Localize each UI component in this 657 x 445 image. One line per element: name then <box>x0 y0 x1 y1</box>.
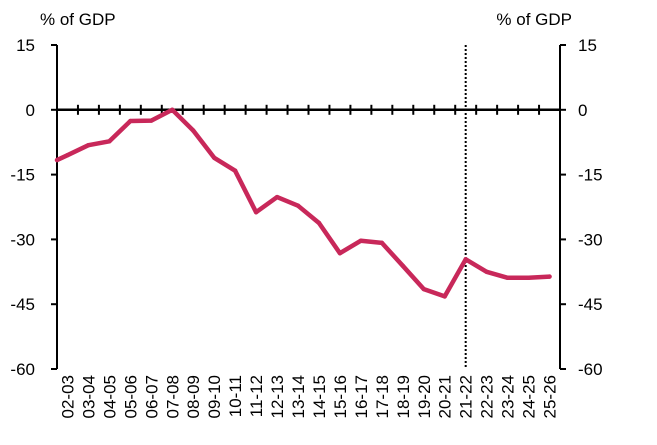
left-tick-label: 15 <box>16 36 35 55</box>
data-point <box>463 257 468 262</box>
right-tick-label: -60 <box>578 360 603 379</box>
x-axis-ticks: 02-03 03-04 04-05 05-06 06-07 07-08 08-09 09-10… <box>58 104 560 418</box>
x-tick-label: 19-20 <box>415 375 434 418</box>
x-tick-label: 08-09 <box>184 375 203 418</box>
x-tick-label: 13-14 <box>289 375 308 418</box>
data-point <box>170 107 175 113</box>
data-point <box>547 274 552 279</box>
series-group <box>54 107 552 299</box>
data-point <box>442 294 447 299</box>
x-tick-label: 05-06 <box>121 375 140 418</box>
data-point <box>358 238 364 243</box>
left-tick-label: -15 <box>10 166 35 185</box>
x-tick-label: 17-18 <box>373 375 392 418</box>
x-tick-label: 03-04 <box>79 375 98 418</box>
data-point <box>526 275 531 281</box>
x-tick-label: 09-10 <box>205 375 224 418</box>
x-tick-label: 15-16 <box>331 375 350 418</box>
data-point <box>316 220 322 226</box>
right-axis-unit-label: % of GDP <box>496 10 572 29</box>
right-tick-label: -30 <box>578 230 603 249</box>
data-point <box>484 269 489 274</box>
axes <box>56 45 561 369</box>
x-tick-label: 12-13 <box>268 375 287 418</box>
x-tick-label: 25-26 <box>541 375 560 418</box>
left-tick-label: -45 <box>10 295 35 314</box>
right-tick-label: -45 <box>578 295 603 314</box>
data-point <box>379 240 385 246</box>
data-point <box>232 168 238 173</box>
data-point <box>107 139 112 144</box>
x-tick-label: 24-25 <box>520 375 539 418</box>
data-point <box>149 118 154 123</box>
x-tick-label: 21-22 <box>457 375 476 418</box>
x-tick-label: 22-23 <box>478 375 497 418</box>
data-point <box>211 155 217 160</box>
data-point <box>295 203 301 208</box>
x-tick-label: 18-19 <box>394 375 413 418</box>
x-tick-label: 14-15 <box>310 375 329 418</box>
data-point <box>128 118 133 124</box>
left-axis-unit-label: % of GDP <box>40 10 116 29</box>
data-point <box>65 152 70 158</box>
x-tick-label: 10-11 <box>226 375 245 417</box>
data-point <box>400 263 406 268</box>
right-axis-ticks: 15 0 -15 -30 -45 -60 <box>560 36 603 379</box>
x-tick-label: 02-03 <box>58 375 77 418</box>
data-point <box>274 194 280 200</box>
x-tick-label: 11-12 <box>247 375 266 417</box>
right-tick-label: -15 <box>578 166 603 185</box>
data-point <box>337 251 343 256</box>
data-point <box>191 128 196 133</box>
data-point <box>253 209 259 215</box>
data-point <box>86 143 91 148</box>
series-line <box>54 107 552 299</box>
left-axis-ticks: 15 0 -15 -30 -45 -60 <box>10 36 57 379</box>
right-tick-label: 15 <box>578 36 597 55</box>
x-tick-label: 16-17 <box>352 375 371 418</box>
data-point <box>421 286 426 292</box>
left-tick-label: -30 <box>10 230 35 249</box>
right-tick-label: 0 <box>578 101 587 120</box>
left-tick-label: 0 <box>26 101 35 120</box>
x-tick-label: 23-24 <box>499 375 518 418</box>
x-tick-label: 07-08 <box>163 375 182 418</box>
x-tick-label: 04-05 <box>100 375 119 418</box>
x-tick-label: 20-21 <box>436 375 455 418</box>
data-point <box>505 275 510 281</box>
left-tick-label: -60 <box>10 360 35 379</box>
x-tick-label: 06-07 <box>142 375 161 418</box>
